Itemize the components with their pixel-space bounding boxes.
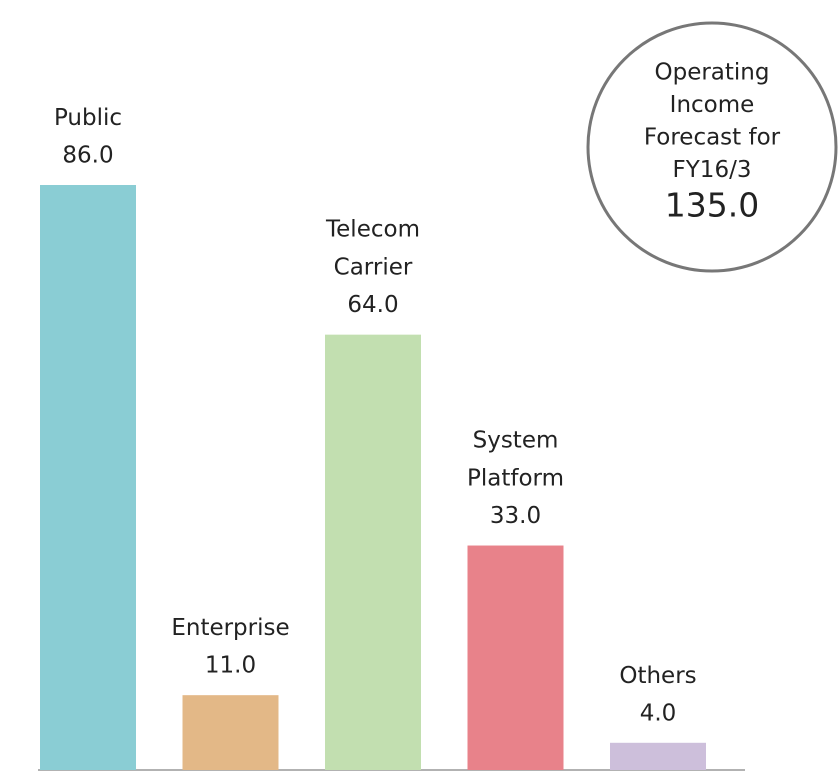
value-label: 86.0 bbox=[62, 143, 113, 169]
category-label: Others bbox=[619, 662, 696, 688]
category-label: Public bbox=[54, 105, 122, 131]
value-label: 4.0 bbox=[640, 700, 677, 726]
category-label: Telecom Carrier bbox=[325, 216, 420, 280]
value-label: 64.0 bbox=[347, 292, 398, 318]
value-label: 33.0 bbox=[490, 503, 541, 529]
annotation-line: Operating bbox=[655, 60, 770, 86]
bar bbox=[467, 545, 564, 770]
bar bbox=[610, 742, 706, 770]
bar bbox=[325, 334, 421, 770]
annotation-value: 135.0 bbox=[665, 186, 759, 225]
bar bbox=[40, 185, 136, 770]
forecast-circle bbox=[586, 21, 838, 273]
value-label: 11.0 bbox=[205, 653, 256, 679]
annotation-line: FY16/3 bbox=[673, 157, 752, 183]
annotation-line: Income bbox=[670, 92, 755, 118]
category-label: Enterprise bbox=[171, 615, 289, 641]
category-label: System Platform bbox=[467, 427, 564, 491]
annotation-line: Forecast for bbox=[644, 125, 781, 151]
bar bbox=[182, 695, 279, 770]
